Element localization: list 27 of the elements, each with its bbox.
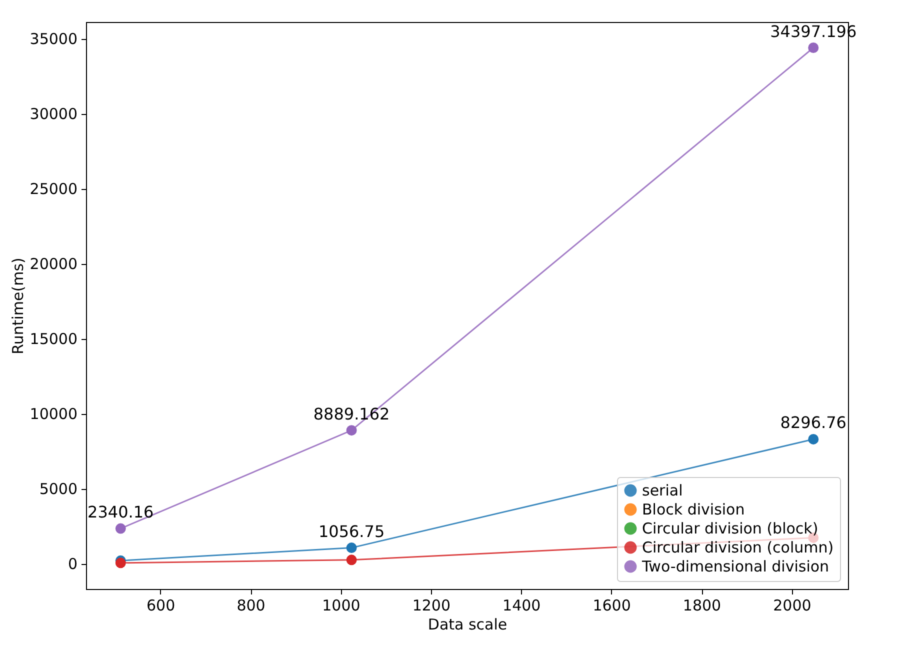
x-tick-label: 1800 (682, 596, 722, 614)
data-label: 8296.76 (780, 413, 846, 432)
x-tick-label: 800 (236, 596, 266, 614)
x-axis-title: Data scale (428, 616, 508, 634)
y-tick-label: 20000 (30, 255, 78, 274)
x-tick-label: 2000 (773, 596, 812, 614)
legend-label: Block division (642, 500, 745, 518)
legend-label: serial (642, 482, 683, 500)
data-label: 2340.16 (88, 502, 154, 522)
y-tick-label: 35000 (30, 30, 78, 48)
data-label: 1056.75 (318, 522, 385, 541)
legend-label: Circular division (column) (642, 538, 834, 556)
x-tick-label: 600 (146, 596, 176, 614)
x-tick-label: 1600 (592, 596, 631, 614)
data-label: 8889.162 (313, 404, 390, 424)
legend-label: Two-dimensional division (641, 558, 830, 576)
legend-label: Circular division (block) (642, 520, 818, 538)
y-tick-label: 15000 (30, 330, 78, 348)
y-tick-label: 10000 (30, 405, 78, 424)
y-tick-label: 30000 (30, 105, 78, 124)
x-tick-label: 1200 (412, 596, 451, 614)
y-tick-label: 25000 (30, 180, 78, 198)
x-tick-label: 1000 (322, 596, 360, 614)
y-axis-title: Runtime(ms) (8, 258, 27, 354)
x-tick-label: 1400 (502, 596, 541, 614)
y-tick-label: 5000 (39, 480, 78, 498)
y-tick-label: 0 (68, 555, 78, 574)
